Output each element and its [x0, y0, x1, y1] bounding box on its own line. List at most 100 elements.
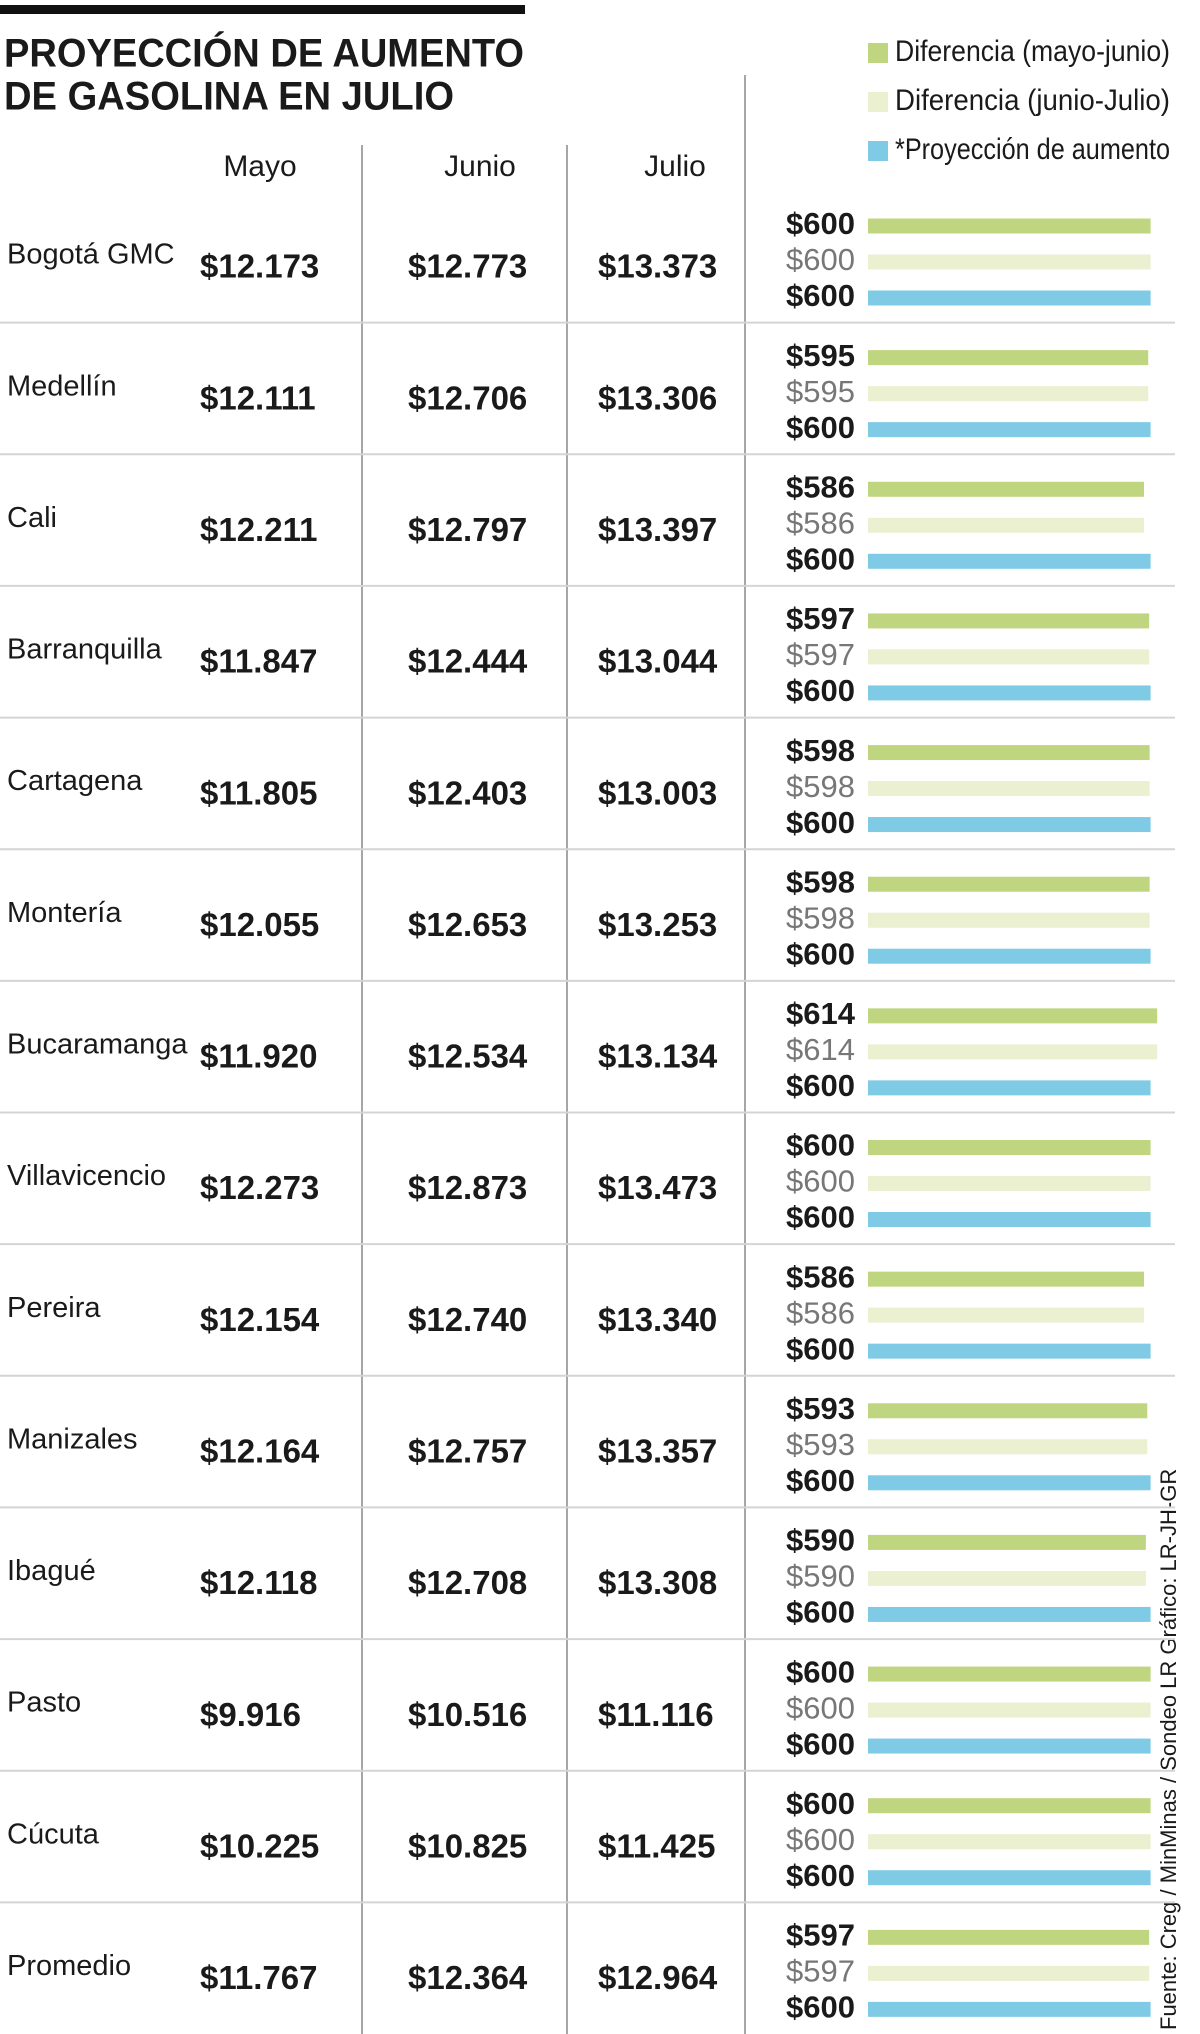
bar	[868, 1080, 1151, 1096]
value-label: $586	[786, 1259, 855, 1294]
bar	[868, 1403, 1148, 1419]
table-cell: $13.134	[598, 1038, 718, 1075]
value-label: $598	[786, 864, 855, 899]
bar	[868, 745, 1150, 761]
column-header: Mayo	[223, 150, 296, 183]
bar	[868, 1343, 1151, 1359]
bar	[868, 218, 1151, 234]
category-label: Pereira	[7, 1292, 101, 1324]
category-label: Manizales	[7, 1423, 138, 1455]
table-cell: $12.740	[408, 1301, 527, 1338]
table-cell: $13.340	[598, 1301, 717, 1338]
category-label: Villavicencio	[7, 1160, 166, 1192]
value-label: $600	[786, 1690, 855, 1725]
bar	[868, 1307, 1144, 1323]
table-cell: $12.273	[200, 1169, 319, 1206]
bar	[868, 1798, 1151, 1814]
bar	[868, 1176, 1151, 1191]
chart-title: DE GASOLINA EN JULIO	[4, 75, 454, 119]
category-label: Medellín	[7, 370, 117, 402]
table-cell: $12.534	[408, 1038, 528, 1075]
table-cell: $11.425	[598, 1827, 715, 1864]
column-header: Junio	[444, 150, 516, 183]
bar	[868, 948, 1151, 964]
bar	[868, 1534, 1146, 1550]
value-label: $598	[786, 769, 855, 804]
table-cell: $12.111	[200, 379, 316, 416]
value-label: $586	[786, 469, 855, 504]
table-cell: $13.357	[598, 1433, 717, 1470]
bar	[868, 1666, 1151, 1682]
bar	[868, 386, 1149, 402]
value-label: $597	[786, 601, 855, 636]
table-cell: $13.373	[598, 248, 717, 285]
bar	[868, 350, 1149, 366]
table-cell: $12.055	[200, 906, 319, 943]
table-cell: $13.306	[598, 379, 717, 416]
value-label: $593	[786, 1391, 855, 1426]
table-cell: $12.873	[408, 1169, 527, 1206]
bar	[868, 1929, 1150, 1945]
bar	[868, 613, 1150, 629]
bar	[868, 1570, 1146, 1586]
value-label: $600	[786, 1822, 855, 1857]
legend-swatch	[868, 141, 888, 161]
table-cell: $12.444	[408, 643, 528, 680]
table-cell: $13.473	[598, 1169, 717, 1206]
bar	[868, 1965, 1150, 1981]
value-label: $600	[786, 1654, 855, 1689]
table-cell: $12.757	[408, 1433, 527, 1470]
bar	[868, 685, 1151, 701]
table-cell: $12.403	[408, 774, 527, 811]
bar	[868, 1008, 1158, 1024]
value-label: $600	[786, 1200, 855, 1235]
table-cell: $13.397	[598, 511, 717, 548]
table-cell: $13.253	[598, 906, 717, 943]
value-label: $600	[786, 541, 855, 576]
bar	[868, 254, 1151, 270]
value-label: $598	[786, 900, 855, 935]
bar	[868, 517, 1144, 533]
category-label: Pasto	[7, 1687, 81, 1719]
bar	[868, 1738, 1151, 1754]
bar	[868, 781, 1150, 797]
value-label: $600	[786, 206, 855, 241]
value-label: $600	[786, 1164, 855, 1199]
value-label: $598	[786, 733, 855, 768]
value-label: $600	[786, 1726, 855, 1761]
table-cell: $10.225	[200, 1827, 319, 1864]
value-label: $590	[786, 1559, 855, 1594]
table-cell: $11.767	[200, 1959, 317, 1996]
table-cell: $12.154	[200, 1301, 320, 1338]
table-cell: $12.118	[200, 1564, 317, 1601]
table-cell: $12.773	[408, 248, 527, 285]
table-cell: $12.364	[408, 1959, 528, 1996]
table-cell: $11.920	[200, 1038, 317, 1075]
bar	[868, 912, 1150, 928]
table-cell: $11.116	[598, 1696, 714, 1733]
table-cell: $12.653	[408, 906, 527, 943]
table-cell: $13.044	[598, 643, 718, 680]
bar	[868, 876, 1150, 892]
category-label: Barranquilla	[7, 634, 163, 666]
top-rule	[0, 5, 525, 14]
bar	[868, 1870, 1151, 1886]
table-cell: $11.847	[200, 643, 317, 680]
category-label: Montería	[7, 897, 122, 929]
value-label: $600	[786, 278, 855, 313]
value-label: $600	[786, 673, 855, 708]
bar	[868, 553, 1151, 569]
category-label: Promedio	[7, 1950, 131, 1982]
value-label: $586	[786, 1295, 855, 1330]
value-label: $597	[786, 1918, 855, 1953]
bar	[868, 1271, 1144, 1287]
bar	[868, 1834, 1151, 1850]
value-label: $597	[786, 1954, 855, 1989]
category-label: Cartagena	[7, 765, 143, 797]
bar	[868, 649, 1150, 665]
source: Fuente: Creg / MinMinas / Sondeo LR Gráf…	[1156, 1469, 1181, 2030]
table-cell: $11.805	[200, 774, 317, 811]
legend-swatch	[868, 92, 888, 112]
legend-swatch	[868, 43, 888, 63]
